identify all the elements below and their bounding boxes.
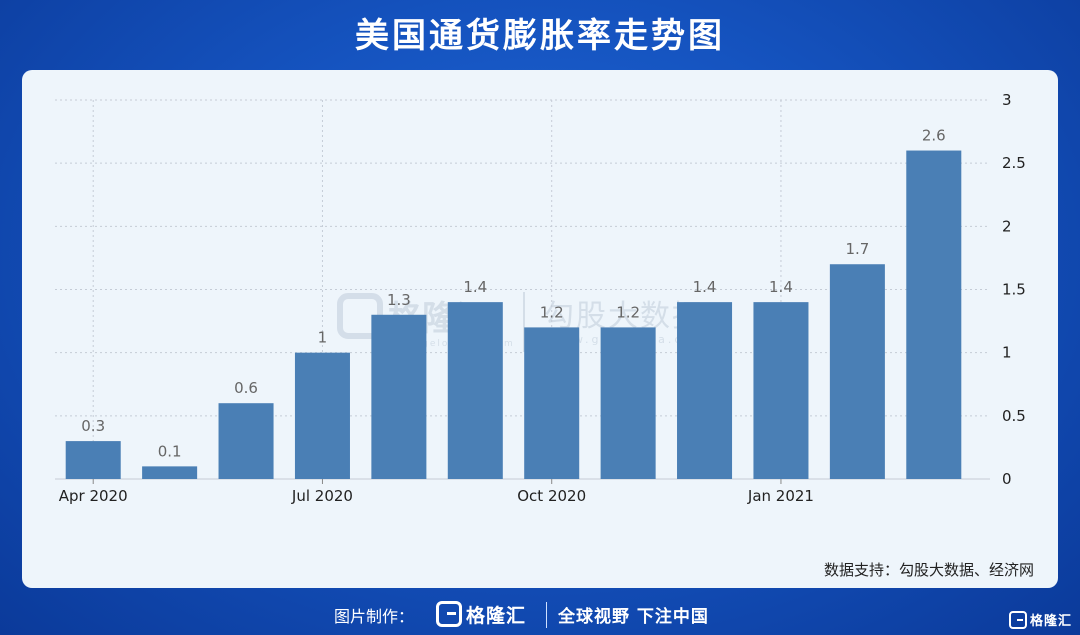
gelonghui-logo-icon: [436, 601, 462, 627]
bar: [677, 302, 733, 479]
y-tick-label: 2.5: [1002, 154, 1026, 172]
footer-logo-text: 格隆汇: [466, 604, 527, 627]
bar: [447, 302, 503, 479]
x-tick-label: Apr 2020: [59, 487, 128, 505]
bar: [218, 403, 274, 479]
data-label: 1.2: [616, 303, 640, 321]
data-label: 1.4: [463, 278, 487, 296]
y-tick-label: 2: [1002, 217, 1012, 235]
data-label: 0.1: [158, 442, 182, 460]
y-tick-label: 0.5: [1002, 407, 1026, 425]
chart-panel: 格隆汇www.gelonghui.com勾股大数据www.gogudata.co…: [22, 70, 1058, 588]
x-tick-label: Jan 2021: [747, 487, 814, 505]
bar: [524, 327, 580, 479]
footer-logo: 格隆汇: [436, 598, 526, 630]
data-source: 数据支持：勾股大数据、经济网: [823, 561, 1034, 579]
bar-chart: 格隆汇www.gelonghui.com勾股大数据www.gogudata.co…: [55, 91, 1026, 505]
footer-label: 图片制作：: [334, 607, 415, 626]
bar: [371, 314, 427, 479]
footer-slogan: 全球视野 下注中国: [558, 607, 709, 627]
chart-title: 美国通货膨胀率走势图: [355, 16, 725, 56]
bar: [65, 441, 121, 479]
corner-logo: 格隆汇: [1008, 610, 1072, 629]
corner-logo-text: 格隆汇: [1029, 614, 1072, 629]
y-tick-label: 0: [1002, 470, 1012, 488]
data-label: 1: [318, 329, 328, 347]
bar: [753, 302, 809, 479]
data-label: 0.6: [234, 379, 258, 397]
bar: [142, 466, 198, 479]
data-label: 1.4: [769, 278, 793, 296]
y-tick-label: 3: [1002, 91, 1012, 109]
bar: [294, 352, 350, 479]
data-label: 1.3: [387, 291, 411, 309]
data-label: 1.4: [693, 278, 717, 296]
data-label: 2.6: [922, 127, 946, 145]
bar: [600, 327, 656, 479]
x-tick-label: Jul 2020: [291, 487, 353, 505]
data-label: 1.2: [540, 303, 564, 321]
y-tick-label: 1.5: [1002, 281, 1026, 299]
footer-bar: 图片制作： 格隆汇 全球视野 下注中国: [0, 596, 1080, 632]
y-tick-label: 1: [1002, 344, 1012, 362]
corner-logo-icon: [1008, 610, 1027, 629]
data-label: 1.7: [845, 240, 869, 258]
bar: [829, 264, 885, 479]
bar: [906, 150, 962, 479]
data-label: 0.3: [81, 417, 105, 435]
x-tick-label: Oct 2020: [517, 487, 586, 505]
footer-divider: [546, 602, 547, 628]
